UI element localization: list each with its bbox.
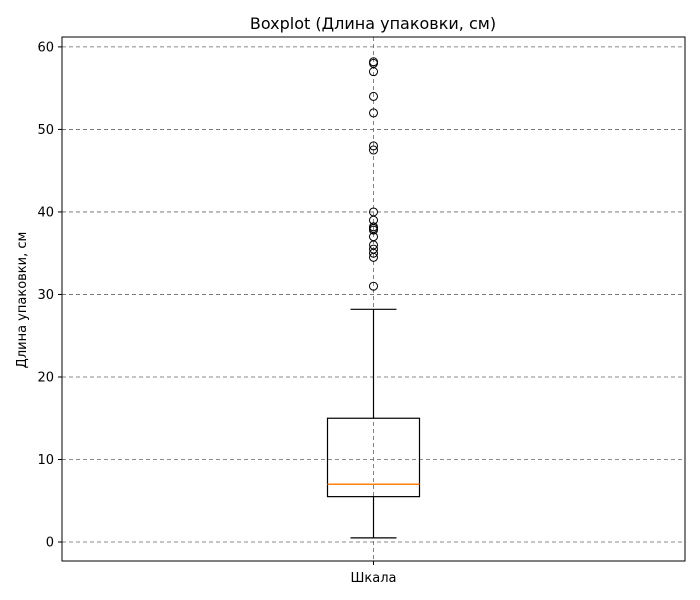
y-tick-label: 0 xyxy=(46,536,54,551)
y-tick-label: 30 xyxy=(37,288,54,303)
y-tick-label: 60 xyxy=(37,40,54,55)
iqr-box xyxy=(326,417,421,498)
outlier-point xyxy=(369,108,378,118)
y-axis-label: Длина упаковки, см xyxy=(15,232,30,369)
y-tick-label: 10 xyxy=(37,453,54,468)
outlier-point xyxy=(369,207,378,217)
outlier-point xyxy=(369,141,378,151)
y-ticks: 0 10 20 30 40 50 60 xyxy=(37,40,62,551)
y-tick-label: 50 xyxy=(37,123,54,138)
outlier-point xyxy=(369,222,378,232)
outlier-point xyxy=(369,145,378,155)
grid-layer xyxy=(62,37,685,561)
outlier-point xyxy=(369,91,378,101)
x-tick-label: Шкала xyxy=(351,571,397,586)
outlier-point xyxy=(369,57,378,67)
outlier-point xyxy=(369,281,378,291)
chart-title: Boxplot (Длина упаковки, см) xyxy=(250,14,496,33)
outlier-point xyxy=(369,244,378,254)
y-tick-label: 40 xyxy=(37,205,54,220)
y-tick-label: 20 xyxy=(37,370,54,385)
box-layer xyxy=(326,308,421,539)
x-ticks: Шкала xyxy=(351,561,397,586)
outlier-layer xyxy=(369,57,378,291)
